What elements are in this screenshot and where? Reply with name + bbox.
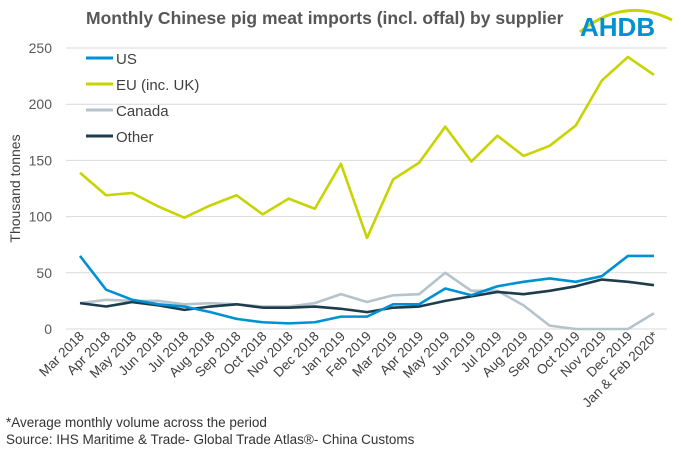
series-line-canada bbox=[79, 271, 655, 331]
y-axis-label: Thousand tonnes bbox=[7, 134, 23, 242]
svg-text:AHDB: AHDB bbox=[580, 12, 655, 42]
legend-label: EU (inc. UK) bbox=[116, 77, 199, 94]
chart-title: Monthly Chinese pig meat imports (incl. … bbox=[86, 8, 564, 28]
legend-label: Canada bbox=[116, 103, 169, 120]
source-note: Source: IHS Maritime & Trade- Global Tra… bbox=[6, 432, 415, 447]
legend-label: Other bbox=[116, 129, 154, 146]
footnote: *Average monthly volume across the perio… bbox=[6, 415, 267, 430]
y-tick-label: 50 bbox=[36, 265, 52, 281]
series-line-eu-inc-uk- bbox=[79, 55, 655, 240]
legend-label: US bbox=[116, 51, 137, 68]
series-line-us bbox=[78, 254, 654, 325]
ahdb-logo: AHDB bbox=[579, 8, 673, 42]
y-tick-label: 250 bbox=[29, 40, 53, 56]
y-tick-label: 150 bbox=[29, 152, 53, 168]
y-tick-label: 0 bbox=[44, 321, 52, 337]
y-tick-label: 100 bbox=[29, 209, 53, 225]
series-line-other bbox=[79, 278, 655, 314]
y-tick-label: 200 bbox=[29, 96, 53, 112]
